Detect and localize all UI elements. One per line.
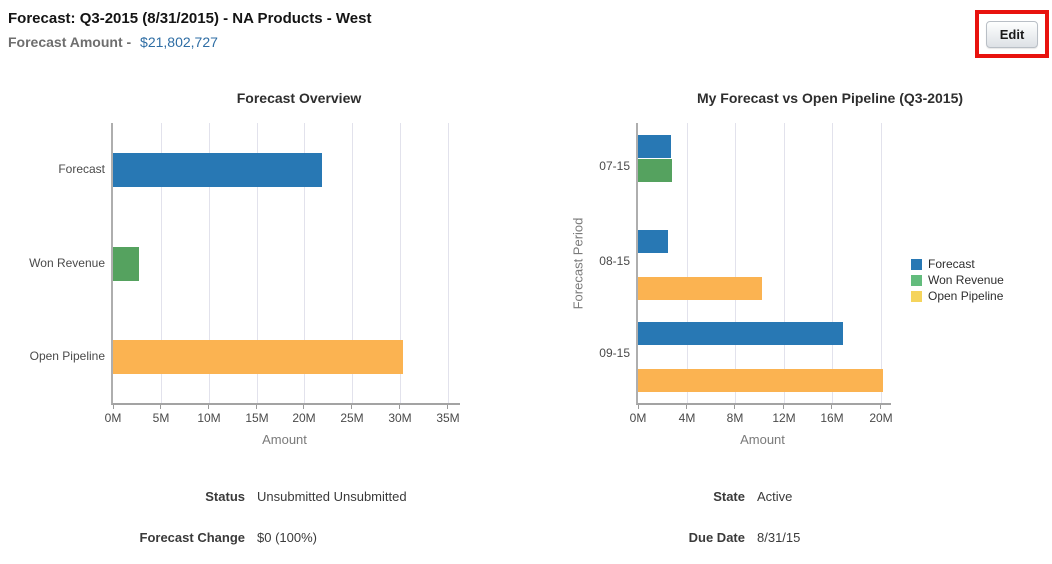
- x-axis-tick: [256, 405, 257, 409]
- status-label: Status: [205, 489, 245, 504]
- x-axis-tick: [113, 405, 114, 409]
- forecast-change-label: Forecast Change: [139, 530, 245, 545]
- x-tick-label: 4M: [678, 411, 696, 425]
- bar-open-pipeline: [113, 340, 403, 374]
- x-tick-label: 5M: [152, 411, 170, 425]
- x-axis-title: Amount: [740, 432, 785, 447]
- legend-item-forecast[interactable]: Forecast: [911, 256, 1004, 272]
- gridline: [257, 123, 258, 403]
- x-axis-tick: [638, 405, 639, 409]
- due-date-value: 8/31/15: [757, 530, 801, 545]
- forecast-amount-value[interactable]: $21,802,727: [140, 34, 218, 50]
- bar-forecast: [113, 153, 322, 187]
- forecast-amount-row: Forecast Amount - $21,802,727: [8, 34, 218, 50]
- gridline: [881, 123, 882, 403]
- forecast-vs-pipeline-chart: My Forecast vs Open Pipeline (Q3-2015) F…: [560, 85, 1052, 465]
- y-category-label-07-15: 07-15: [599, 159, 630, 173]
- status-row: Status Unsubmitted Unsubmitted: [0, 489, 407, 504]
- bar-won-revenue: [113, 247, 139, 281]
- x-axis-tick: [447, 405, 448, 409]
- legend-swatch-open-pipeline: [911, 290, 922, 302]
- x-tick-label: 25M: [340, 411, 364, 425]
- forecast-overview-plot-area: [111, 123, 460, 409]
- x-axis-tick: [686, 405, 687, 409]
- forecast-change-row: Forecast Change $0 (100%): [0, 530, 317, 545]
- x-tick-label: 16M: [820, 411, 844, 425]
- bar-open-pipeline-08-15: [638, 277, 762, 300]
- bar-won-revenue-07-15: [638, 159, 672, 182]
- gridline: [209, 123, 210, 403]
- y-category-label-forecast: Forecast: [58, 162, 105, 176]
- page-title: Forecast: Q3-2015 (8/31/2015) - NA Produ…: [8, 10, 372, 27]
- gridline: [448, 123, 449, 403]
- forecast-vs-pipeline-plot-area: [636, 123, 891, 409]
- status-value: Unsubmitted Unsubmitted: [257, 489, 407, 504]
- due-date-label: Due Date: [688, 530, 745, 545]
- state-label: State: [713, 489, 745, 504]
- state-row: State Active: [0, 489, 792, 504]
- x-axis-tick: [399, 405, 400, 409]
- forecast-amount-label: Forecast Amount -: [8, 34, 132, 50]
- x-tick-label: 15M: [245, 411, 269, 425]
- y-category-label-open-pipeline: Open Pipeline: [29, 349, 105, 363]
- x-axis-tick: [208, 405, 209, 409]
- legend: Forecast Won Revenue Open Pipeline: [911, 256, 1004, 304]
- y-axis-title: Forecast Period: [570, 217, 586, 309]
- gridline: [832, 123, 833, 403]
- legend-label-open-pipeline: Open Pipeline: [928, 289, 1004, 303]
- x-axis-tick: [160, 405, 161, 409]
- bar-forecast-08-15: [638, 230, 668, 253]
- forecast-overview-chart-title: Forecast Overview: [236, 90, 362, 106]
- gridline: [161, 123, 162, 403]
- x-tick-label: 20M: [292, 411, 316, 425]
- bar-forecast-09-15: [638, 322, 843, 345]
- forecast-vs-pipeline-chart-title: My Forecast vs Open Pipeline (Q3-2015): [696, 90, 964, 106]
- x-tick-label: 8M: [726, 411, 744, 425]
- legend-swatch-forecast: [911, 258, 922, 270]
- gridline: [400, 123, 401, 403]
- edit-button-red-highlight: Edit: [975, 10, 1049, 58]
- forecast-change-value: $0 (100%): [257, 530, 317, 545]
- gridline: [735, 123, 736, 403]
- x-axis-tick: [734, 405, 735, 409]
- y-category-label-won-revenue: Won Revenue: [29, 256, 105, 270]
- due-date-row: Due Date 8/31/15: [0, 530, 801, 545]
- x-axis-tick: [303, 405, 304, 409]
- state-value: Active: [757, 489, 793, 504]
- bar-open-pipeline-09-15: [638, 369, 883, 392]
- legend-label-won-revenue: Won Revenue: [928, 273, 1004, 287]
- bar-forecast-07-15: [638, 135, 671, 158]
- x-axis-title: Amount: [262, 432, 307, 447]
- gridline: [784, 123, 785, 403]
- x-tick-label: 30M: [388, 411, 412, 425]
- legend-label-forecast: Forecast: [928, 257, 975, 271]
- x-axis-tick: [831, 405, 832, 409]
- x-tick-label: 12M: [772, 411, 796, 425]
- gridline: [687, 123, 688, 403]
- x-tick-label: 20M: [869, 411, 893, 425]
- gridline: [304, 123, 305, 403]
- y-category-label-08-15: 08-15: [599, 254, 630, 268]
- x-tick-label: 10M: [197, 411, 221, 425]
- x-tick-label: 35M: [436, 411, 460, 425]
- edit-button[interactable]: Edit: [985, 20, 1039, 48]
- gridline: [352, 123, 353, 403]
- forecast-overview-chart: Forecast Overview Amount 0M 5M 10M 15M 20M 25…: [8, 85, 490, 465]
- x-tick-label: 0M: [629, 411, 647, 425]
- x-axis-tick: [880, 405, 881, 409]
- x-tick-label: 0M: [104, 411, 122, 425]
- x-axis-tick: [783, 405, 784, 409]
- legend-item-won-revenue[interactable]: Won Revenue: [911, 272, 1004, 288]
- legend-swatch-won-revenue: [911, 274, 922, 286]
- y-category-label-09-15: 09-15: [599, 346, 630, 360]
- x-axis-tick: [351, 405, 352, 409]
- legend-item-open-pipeline[interactable]: Open Pipeline: [911, 288, 1004, 304]
